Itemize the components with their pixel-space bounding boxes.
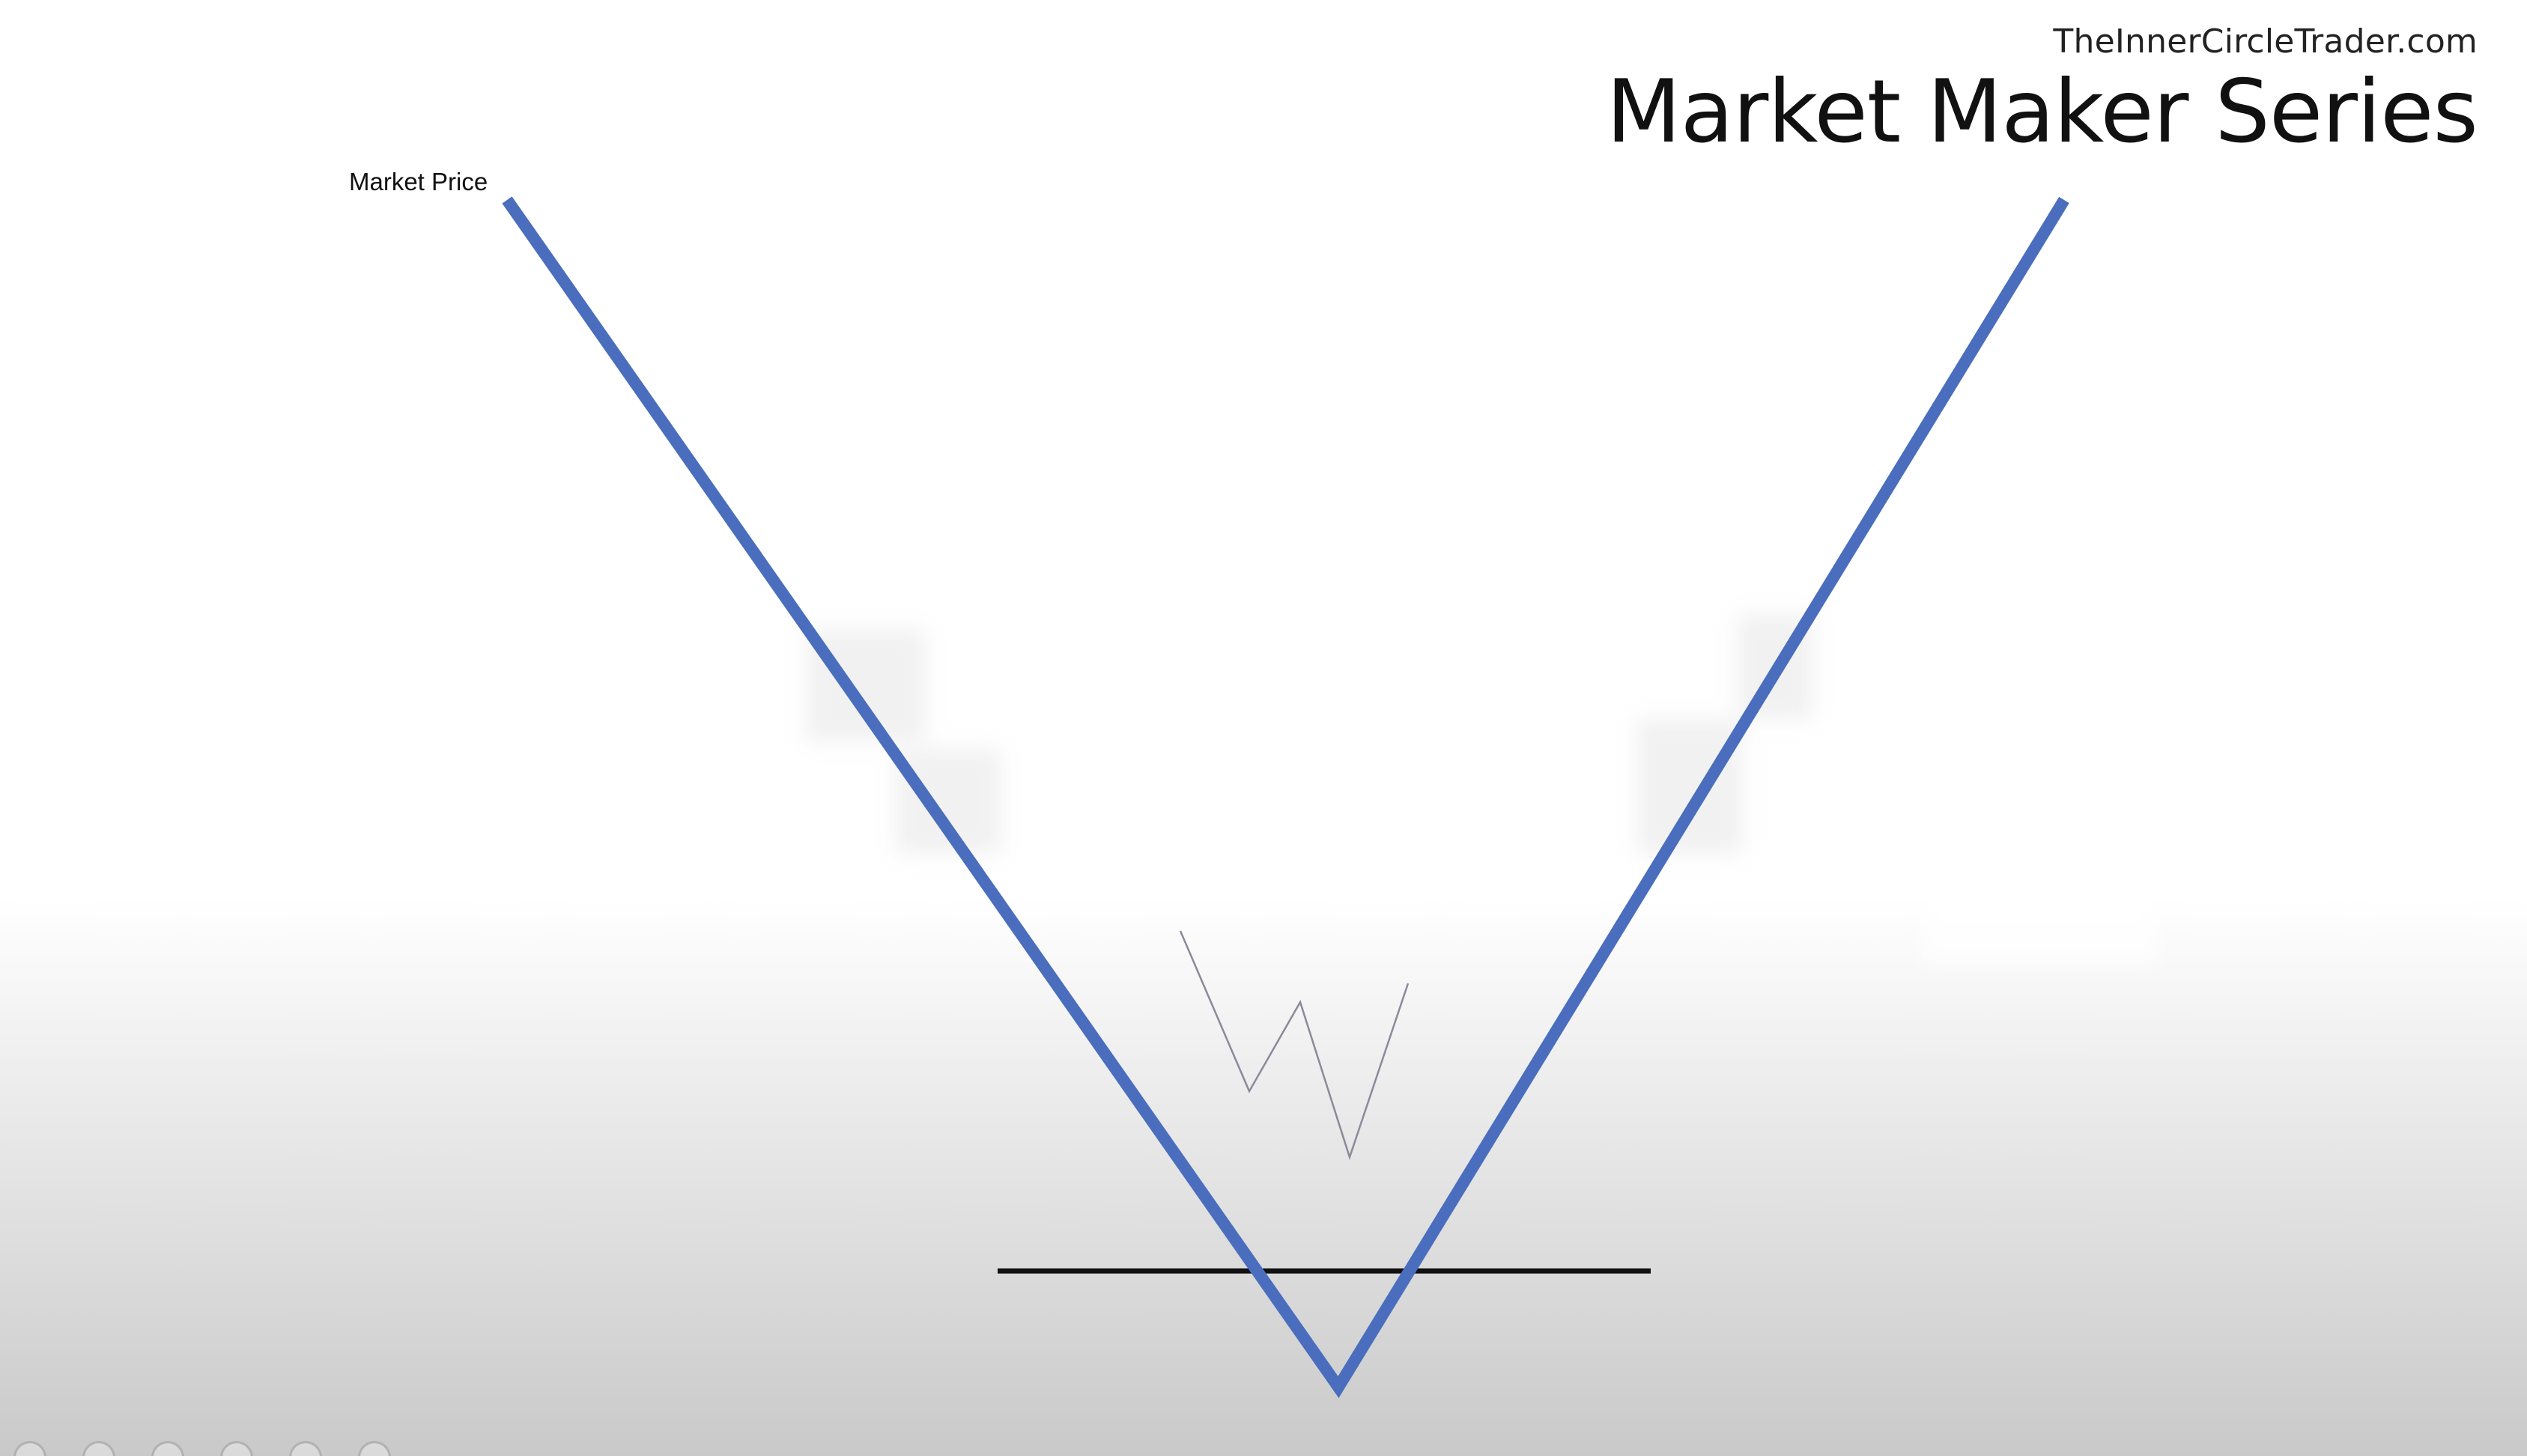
nav-dot-icon[interactable] bbox=[82, 1441, 115, 1456]
ghost-watermark-box bbox=[1922, 861, 2159, 966]
player-nav-dots bbox=[13, 1441, 391, 1456]
nav-dot-icon[interactable] bbox=[13, 1441, 46, 1456]
nav-dot-icon[interactable] bbox=[289, 1441, 322, 1456]
series-title: Market Maker Series bbox=[1606, 61, 2478, 163]
nav-dot-icon[interactable] bbox=[220, 1441, 253, 1456]
nav-dot-icon[interactable] bbox=[358, 1441, 391, 1456]
ghost-watermark-right-lower bbox=[1637, 719, 1742, 854]
nav-dot-icon[interactable] bbox=[151, 1441, 184, 1456]
market-price-label: Market Price bbox=[349, 168, 488, 195]
inset-w-pattern bbox=[1179, 930, 1410, 1161]
site-url: TheInnerCircleTrader.com bbox=[2053, 22, 2478, 61]
market-price-path bbox=[502, 196, 2069, 1398]
